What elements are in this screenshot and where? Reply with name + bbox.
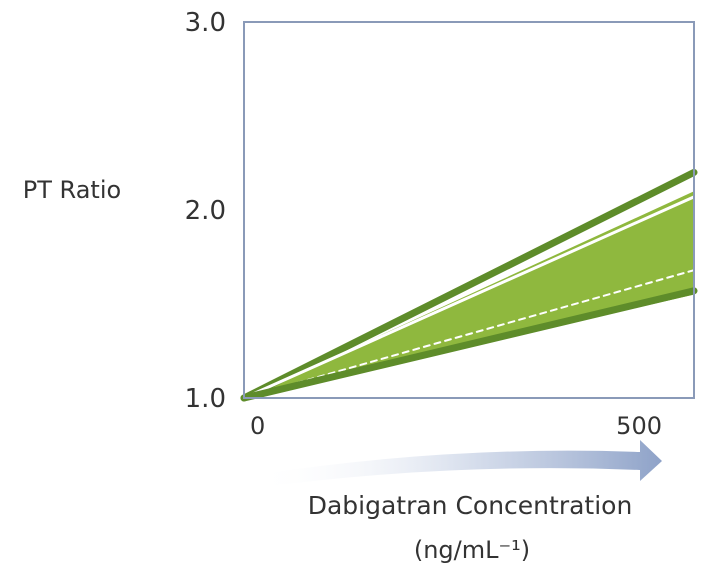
x-axis-label-line1: Dabigatran Concentration xyxy=(308,491,633,520)
x-tick-label-0: 0 xyxy=(250,412,265,440)
series-line-4 xyxy=(240,287,698,402)
band-layer xyxy=(244,191,694,398)
y-axis-label: PT Ratio xyxy=(23,176,121,204)
x-tick-labels: 0 500 xyxy=(250,412,662,440)
series-line-2 xyxy=(242,195,696,400)
shaded-band xyxy=(244,191,694,398)
lines-layer xyxy=(240,168,698,402)
x-tick-label-1: 500 xyxy=(616,412,662,440)
plot-frame xyxy=(243,21,695,399)
y-tick-label-0: 1.0 xyxy=(185,384,226,414)
series-line-1 xyxy=(240,168,698,402)
y-tick-label-1: 2.0 xyxy=(185,196,226,226)
y-tick-labels: 1.0 2.0 3.0 xyxy=(185,8,226,414)
y-tick-label-2: 3.0 xyxy=(185,8,226,38)
x-axis-arrow xyxy=(255,440,662,488)
x-axis-label-line2: (ng/mL⁻¹) xyxy=(414,536,530,564)
